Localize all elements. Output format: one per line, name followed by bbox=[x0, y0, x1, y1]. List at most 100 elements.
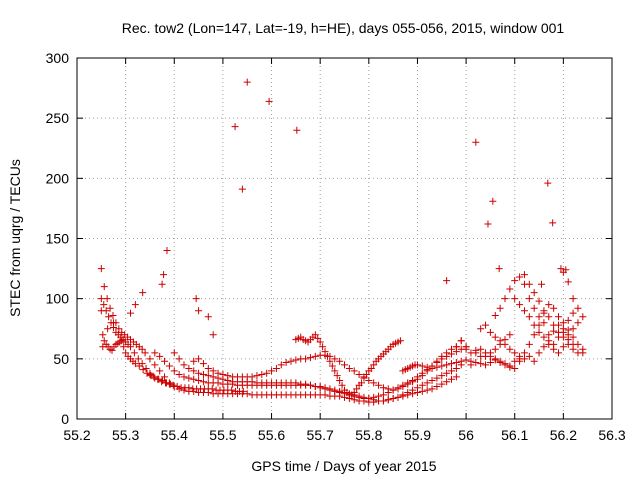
data-point bbox=[511, 357, 519, 365]
data-point bbox=[365, 376, 373, 384]
data-point bbox=[399, 383, 407, 391]
data-point bbox=[127, 343, 134, 351]
data-point bbox=[209, 373, 217, 381]
data-point bbox=[316, 338, 324, 346]
data-point bbox=[569, 325, 577, 333]
data-point bbox=[139, 366, 147, 374]
data-point bbox=[345, 364, 353, 372]
data-point bbox=[228, 386, 236, 394]
data-point bbox=[443, 378, 451, 386]
y-tick-label: 300 bbox=[46, 50, 70, 66]
data-point bbox=[146, 355, 154, 363]
data-point bbox=[209, 331, 217, 339]
data-point bbox=[180, 373, 188, 381]
data-point bbox=[569, 333, 577, 341]
data-point bbox=[97, 295, 105, 303]
data-point bbox=[142, 364, 150, 372]
data-point bbox=[477, 345, 485, 353]
data-point bbox=[331, 355, 339, 363]
data-point bbox=[141, 349, 149, 357]
data-point bbox=[292, 379, 300, 387]
data-point bbox=[370, 379, 378, 387]
data-point bbox=[489, 197, 497, 205]
y-tick-label: 150 bbox=[46, 231, 70, 247]
data-point bbox=[306, 381, 314, 389]
data-point bbox=[477, 325, 485, 333]
data-point bbox=[545, 313, 553, 321]
data-point bbox=[190, 387, 198, 395]
data-point bbox=[105, 313, 113, 321]
data-point bbox=[418, 362, 426, 370]
data-point bbox=[204, 389, 212, 397]
data-point bbox=[180, 361, 188, 369]
data-point bbox=[418, 372, 426, 380]
data-point bbox=[525, 313, 533, 321]
data-point bbox=[564, 336, 572, 344]
data-point bbox=[472, 358, 480, 366]
data-point bbox=[115, 325, 123, 333]
data-point bbox=[195, 369, 203, 377]
data-point bbox=[336, 357, 344, 365]
data-point bbox=[323, 352, 331, 360]
data-point bbox=[282, 358, 290, 366]
data-point bbox=[190, 357, 198, 365]
data-points bbox=[97, 78, 587, 406]
data-point bbox=[516, 273, 524, 281]
data-point bbox=[355, 393, 363, 401]
data-point bbox=[265, 97, 273, 105]
x-tick-label: 56 bbox=[458, 427, 474, 443]
data-point bbox=[559, 343, 567, 351]
data-point bbox=[462, 345, 470, 353]
data-point bbox=[569, 340, 577, 348]
data-point bbox=[550, 304, 558, 312]
data-point bbox=[516, 301, 524, 309]
data-point bbox=[394, 393, 402, 401]
data-point bbox=[559, 319, 567, 327]
data-point bbox=[491, 355, 499, 363]
data-point bbox=[433, 357, 441, 365]
x-tick-label: 55.5 bbox=[209, 427, 236, 443]
data-point bbox=[192, 295, 200, 303]
data-point bbox=[277, 361, 285, 369]
data-point bbox=[482, 361, 490, 369]
x-tick-label: 56.2 bbox=[550, 427, 577, 443]
data-point bbox=[336, 389, 344, 397]
y-tick-label: 250 bbox=[46, 110, 70, 126]
data-point bbox=[506, 285, 514, 293]
data-point bbox=[293, 126, 301, 134]
data-point bbox=[175, 355, 183, 363]
data-point bbox=[208, 385, 216, 393]
data-point bbox=[496, 357, 504, 365]
data-point bbox=[370, 393, 378, 401]
data-point bbox=[569, 295, 577, 303]
data-point bbox=[482, 352, 490, 360]
data-point bbox=[302, 355, 310, 363]
x-tick-label: 55.8 bbox=[355, 427, 382, 443]
data-point bbox=[404, 389, 412, 397]
data-point bbox=[109, 319, 117, 327]
data-point bbox=[579, 313, 587, 321]
data-point bbox=[243, 78, 251, 86]
data-point bbox=[104, 325, 112, 333]
data-point bbox=[423, 386, 431, 394]
data-point bbox=[118, 337, 126, 345]
data-point bbox=[443, 361, 451, 369]
data-point bbox=[379, 391, 387, 399]
data-point bbox=[362, 370, 370, 378]
data-point bbox=[102, 307, 110, 315]
data-point bbox=[253, 372, 261, 380]
data-point bbox=[146, 370, 154, 378]
data-point bbox=[138, 345, 146, 353]
data-point bbox=[530, 331, 538, 339]
data-point bbox=[569, 309, 577, 317]
data-point bbox=[158, 378, 166, 386]
data-point bbox=[545, 331, 553, 339]
data-point bbox=[540, 307, 548, 315]
data-point bbox=[331, 367, 339, 375]
data-point bbox=[557, 265, 565, 273]
data-point bbox=[204, 313, 212, 321]
data-point bbox=[540, 333, 548, 341]
data-point bbox=[321, 385, 329, 393]
data-point bbox=[156, 367, 164, 375]
data-point bbox=[154, 375, 162, 383]
